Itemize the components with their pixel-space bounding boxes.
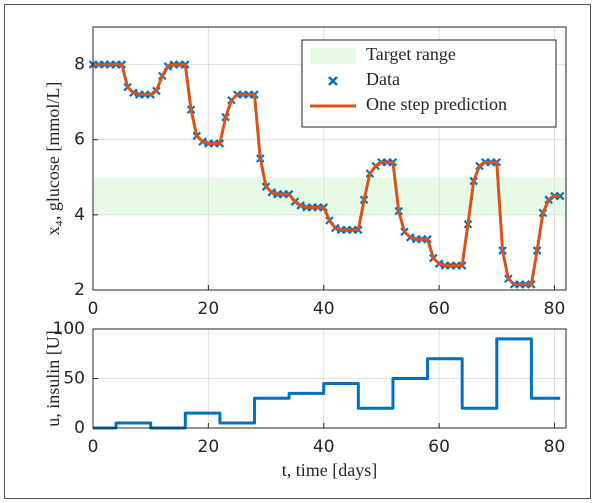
legend-label: One step prediction (366, 94, 507, 114)
y-tick-label: 100 (53, 319, 85, 339)
y-axis-label: u, insulin [U] (43, 330, 63, 427)
y-tick-label: 4 (74, 205, 85, 225)
y-tick-label: 8 (74, 55, 85, 75)
y-axis-label: x₄, glucose [mmol/L] (43, 82, 63, 236)
x-tick-label: 20 (198, 299, 220, 319)
x-axis-label: t, time [days] (282, 460, 377, 480)
prediction-line (93, 63, 561, 286)
y-tick-label: 0 (74, 418, 85, 438)
axes-box (92, 328, 567, 429)
y-tick-label: 50 (63, 369, 85, 389)
x-tick-label: 80 (544, 299, 566, 319)
legend-label: Data (366, 69, 400, 89)
y-tick-label: 2 (74, 280, 85, 300)
x-tick-label: 40 (313, 437, 335, 457)
x-tick-label: 0 (88, 437, 99, 457)
legend: Target range Data One step prediction (301, 39, 557, 128)
x-tick-label: 60 (428, 437, 450, 457)
legend-swatch (328, 76, 338, 86)
data-marker (555, 191, 565, 201)
y-tick-label: 6 (74, 130, 85, 150)
x-tick-label: 60 (428, 299, 450, 319)
axes-box (92, 26, 567, 291)
target-range (93, 177, 566, 215)
x-tick-label: 80 (544, 437, 566, 457)
x-tick-label: 40 (313, 299, 335, 319)
legend-label: Target range (366, 44, 456, 64)
x-tick-label: 20 (198, 437, 220, 457)
x-tick-label: 0 (88, 299, 99, 319)
legend-swatch (310, 48, 356, 64)
